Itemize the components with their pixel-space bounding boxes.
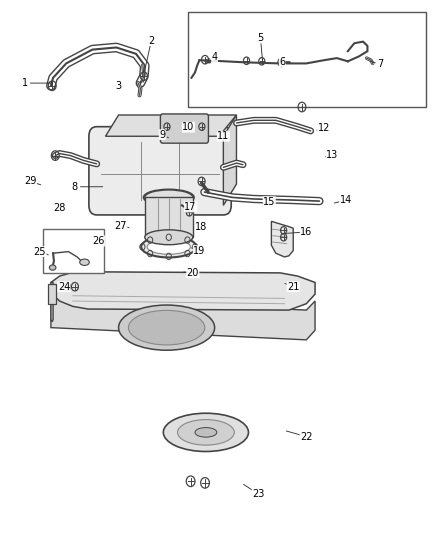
Text: 21: 21 [287,282,300,292]
Text: 7: 7 [378,60,384,69]
Text: 26: 26 [93,236,105,246]
Ellipse shape [49,265,56,270]
Ellipse shape [119,305,215,350]
Ellipse shape [195,427,217,437]
Polygon shape [51,272,315,310]
Text: 23: 23 [252,489,265,499]
Ellipse shape [177,419,234,445]
Bar [188,12,426,107]
Ellipse shape [145,190,193,205]
Polygon shape [106,115,237,136]
Polygon shape [223,115,237,205]
Text: 28: 28 [53,203,66,213]
Text: 9: 9 [159,130,165,140]
Text: 14: 14 [339,195,352,205]
Text: 11: 11 [217,131,230,141]
Text: 5: 5 [258,33,264,43]
Text: 1: 1 [21,78,28,88]
Bar [48,284,56,304]
Text: 18: 18 [195,222,208,232]
Ellipse shape [141,236,196,257]
Ellipse shape [145,230,193,245]
Bar [145,197,193,237]
Text: 20: 20 [187,268,199,278]
Text: 12: 12 [318,123,330,133]
FancyBboxPatch shape [160,114,208,143]
Text: 17: 17 [184,202,197,212]
Ellipse shape [163,413,248,451]
Text: 3: 3 [116,81,122,91]
Text: 4: 4 [212,52,218,61]
Ellipse shape [80,259,89,265]
Text: 24: 24 [58,282,70,292]
Ellipse shape [128,310,205,345]
Text: 8: 8 [72,182,78,192]
Polygon shape [272,221,293,257]
Text: 25: 25 [34,247,46,256]
Ellipse shape [147,239,191,254]
FancyBboxPatch shape [89,127,231,215]
Text: 15: 15 [263,197,276,207]
Text: 13: 13 [326,150,339,160]
Text: 29: 29 [24,176,36,187]
Polygon shape [51,298,315,340]
Text: 6: 6 [279,57,286,67]
Text: 22: 22 [300,432,313,442]
Text: 19: 19 [193,246,205,255]
Text: 27: 27 [114,221,127,231]
Text: 16: 16 [300,227,312,237]
Text: 10: 10 [182,122,194,132]
Text: 2: 2 [148,36,155,45]
Polygon shape [51,282,53,322]
Bar [43,229,104,273]
